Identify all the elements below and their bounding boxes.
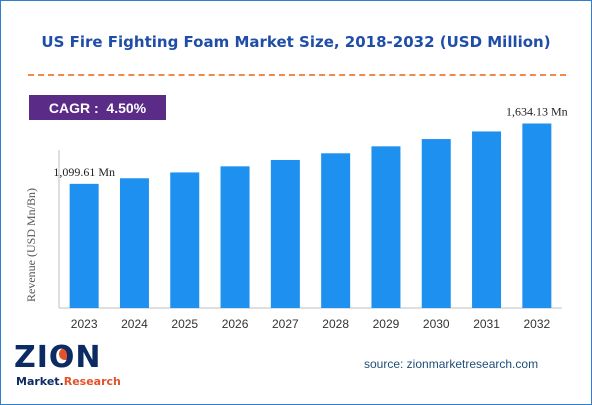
- x-tick-label: 2030: [423, 317, 450, 331]
- x-tick-label: 2031: [473, 317, 500, 331]
- chart-title: US Fire Fighting Foam Market Size, 2018-…: [41, 33, 551, 51]
- bar: [371, 146, 401, 308]
- title-divider: [28, 74, 566, 76]
- bar: [472, 131, 502, 308]
- cagr-badge: CAGR : 4.50%: [29, 95, 166, 120]
- source-note: source: zionmarketresearch.com: [364, 357, 539, 371]
- x-tick-label: 2032: [523, 317, 550, 331]
- data-label: 1,099.61 Mn: [53, 165, 115, 179]
- x-tick-label: 2026: [222, 317, 249, 331]
- zion-logo: ZION Market.Research: [14, 342, 124, 392]
- x-tick-label: 2023: [71, 317, 98, 331]
- logo-subtitle: Market.Research: [16, 375, 121, 388]
- x-tick-label: 2028: [322, 317, 349, 331]
- bar: [421, 139, 451, 308]
- bar: [321, 153, 351, 308]
- x-tick-label: 2029: [373, 317, 400, 331]
- y-axis-label: Revenue (USD Mn/Bn): [24, 188, 38, 302]
- x-tick-label: 2025: [171, 317, 198, 331]
- bar: [69, 183, 99, 308]
- bar: [522, 123, 552, 309]
- bar: [170, 172, 200, 308]
- bar: [119, 178, 149, 308]
- logo-wordmark: ZION: [14, 340, 102, 375]
- logo-mark: [59, 348, 71, 360]
- data-label: 1,634.13 Mn: [506, 105, 568, 119]
- x-tick-label: 2027: [272, 317, 299, 331]
- bar: [270, 159, 300, 308]
- bar: [220, 166, 250, 308]
- x-tick-label: 2024: [121, 317, 148, 331]
